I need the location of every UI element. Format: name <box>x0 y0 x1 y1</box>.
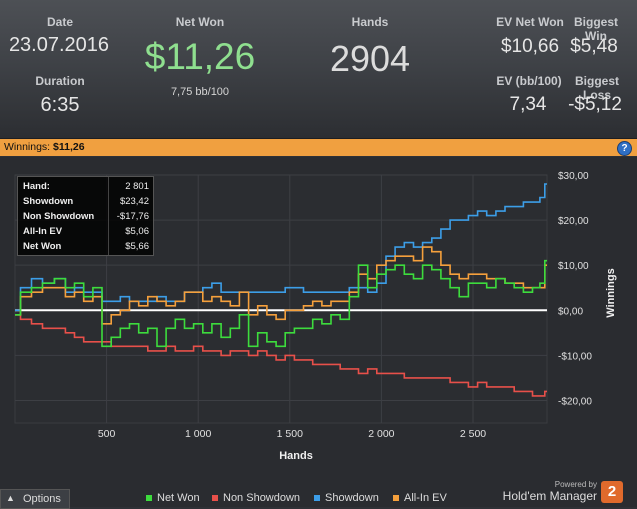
legend-swatch <box>393 495 399 502</box>
legend-label: Showdown <box>325 492 379 504</box>
biggest-loss-label: Biggest Loss <box>574 74 619 102</box>
stats-key: All-In EV <box>23 226 63 237</box>
brand-name: Hold'em Manager <box>502 489 597 503</box>
help-icon[interactable]: ? <box>617 141 632 156</box>
legend-label: All-In EV <box>404 492 447 504</box>
duration-label: Duration <box>35 74 85 88</box>
stats-row-showdown: Showdown $23,42 <box>18 194 153 209</box>
hands-value: 2904 <box>329 38 411 79</box>
y-tick-label: $20,00 <box>558 216 589 227</box>
net-won-value: $11,26 <box>144 36 256 77</box>
net-won-bb100: 7,75 bb/100 <box>170 86 230 98</box>
y-axis-label: Winnings <box>605 268 617 317</box>
stats-key: Showdown <box>23 196 74 207</box>
y-tick-label: $0,00 <box>558 306 583 317</box>
legend-item-non-showdown[interactable]: Non Showdown <box>212 492 300 504</box>
winnings-value: $11,26 <box>53 141 85 153</box>
legend-item-net-won[interactable]: Net Won <box>146 492 200 504</box>
x-tick-label: 500 <box>98 428 116 440</box>
stats-divider <box>108 177 109 255</box>
legend-swatch <box>146 495 152 502</box>
stats-row-net-won: Net Won $5,66 <box>18 239 153 254</box>
hand-stats-tooltip: Hand: 2 801 Showdown $23,42 Non Showdown… <box>17 176 154 256</box>
legend-item-showdown[interactable]: Showdown <box>314 492 379 504</box>
y-tick-label: $10,00 <box>558 261 589 272</box>
legend-swatch <box>212 495 218 502</box>
ev-net-won-value: $10,66 <box>500 36 560 57</box>
options-button[interactable]: ▲ Options <box>0 489 70 509</box>
duration-value: 6:35 <box>40 94 80 116</box>
x-tick-label: 1 500 <box>277 428 303 440</box>
legend-swatch <box>314 495 320 502</box>
winnings-bar-text: Winnings: $11,26 <box>4 141 85 153</box>
stats-row-allin-ev: All-In EV $5,06 <box>18 224 153 239</box>
ev-bb100-value: 7,34 <box>509 94 547 115</box>
stats-row-non-showdown: Non Showdown -$17,76 <box>18 209 153 224</box>
stats-value: $23,42 <box>119 196 149 207</box>
ev-net-won-label: EV Net Won <box>496 15 564 29</box>
winnings-label: Winnings: <box>4 141 51 153</box>
stats-value: 2 801 <box>125 181 149 192</box>
date-label: Date <box>46 15 73 29</box>
winnings-bar: Winnings: $11,26 ? <box>0 139 637 156</box>
biggest-win-value: $5,48 <box>570 36 618 57</box>
stats-value: -$17,76 <box>116 211 149 222</box>
ev-bb100-label: EV (bb/100) <box>496 74 562 88</box>
biggest-loss-value: -$5,12 <box>568 94 622 115</box>
net-won-label: Net Won <box>175 15 225 29</box>
biggest-win-label: Biggest Win <box>573 15 618 43</box>
legend-item-allin-ev[interactable]: All-In EV <box>393 492 447 504</box>
stats-key: Hand: <box>23 181 50 192</box>
chevron-up-icon: ▲ <box>6 493 15 503</box>
date-value: 23.07.2016 <box>8 34 110 56</box>
x-tick-label: 1 000 <box>185 428 211 440</box>
y-tick-label: -$20,00 <box>558 396 592 407</box>
summary-panel: Date 23.07.2016 Duration 6:35 Net Won $1… <box>0 0 637 139</box>
series-line-net-won <box>15 259 547 348</box>
x-tick-label: 2 000 <box>368 428 394 440</box>
x-axis-label: Hands <box>279 450 313 462</box>
stats-value: $5,06 <box>125 226 149 237</box>
legend-label: Net Won <box>157 492 200 504</box>
stats-key: Non Showdown <box>23 211 95 222</box>
series-line-showdown <box>15 183 547 312</box>
series-line-all-in-ev <box>15 246 547 325</box>
hm2-logo-icon: 2 <box>601 481 623 503</box>
x-tick-label: 2 500 <box>460 428 486 440</box>
y-tick-label: $30,00 <box>558 171 589 182</box>
stats-row-hand: Hand: 2 801 <box>18 179 153 194</box>
hands-label: Hands <box>351 15 389 29</box>
stats-key: Net Won <box>23 241 62 252</box>
y-tick-label: -$10,00 <box>558 351 592 362</box>
legend-label: Non Showdown <box>223 492 301 504</box>
stats-value: $5,66 <box>125 241 149 252</box>
options-label: Options <box>23 493 61 505</box>
powered-by-text: Powered by <box>554 480 597 489</box>
